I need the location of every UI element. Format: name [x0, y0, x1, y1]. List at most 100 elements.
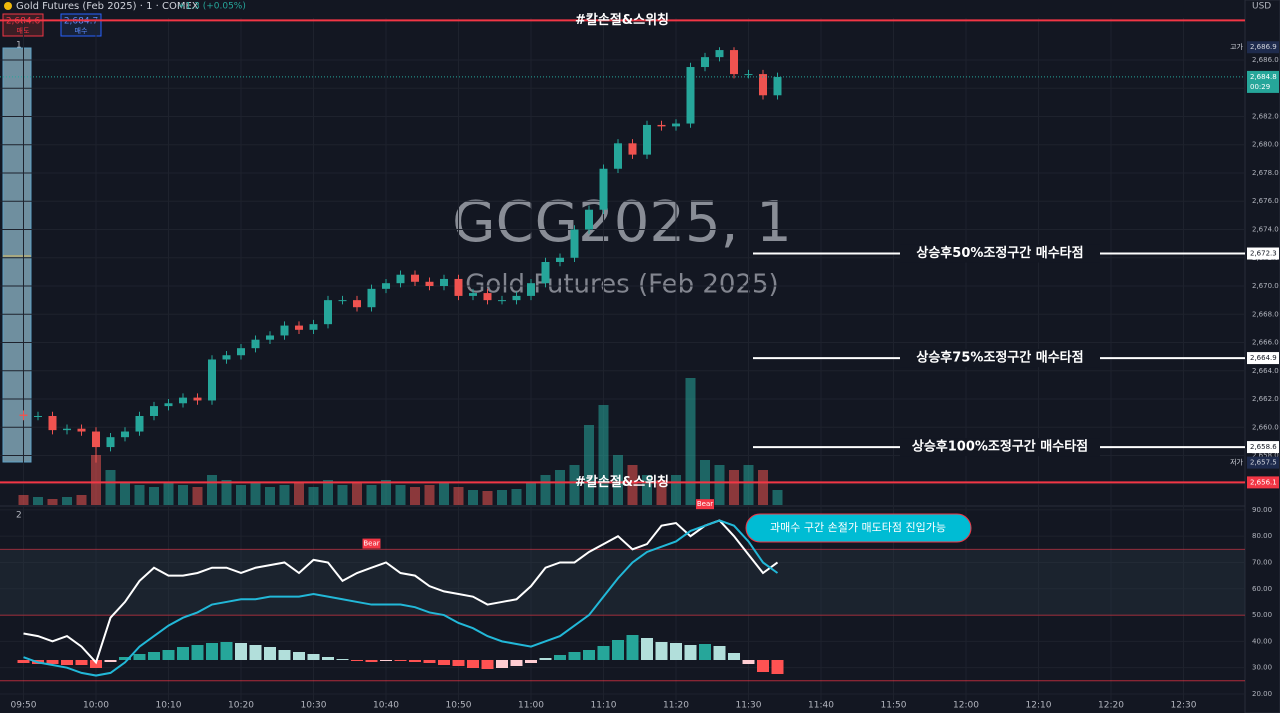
- histogram-bar: [351, 660, 363, 661]
- candle-body: [425, 281, 434, 287]
- annotation-label: #칼손절&스위칭: [575, 12, 669, 28]
- y-tick-label: 70.00: [1252, 558, 1272, 566]
- volume-bar: [656, 480, 667, 505]
- histogram-bar: [46, 660, 59, 664]
- price-tag: [1247, 247, 1279, 260]
- candle-body: [744, 74, 753, 76]
- histogram-bar: [699, 644, 711, 660]
- histogram-bar: [104, 660, 117, 662]
- marker-label: Bear: [697, 500, 713, 508]
- candle-body: [469, 293, 477, 296]
- oscillator-line: [23, 519, 779, 677]
- volume-bar: [743, 465, 754, 505]
- histogram-bar: [554, 655, 566, 660]
- histogram-bar: [771, 660, 784, 674]
- histogram-bar: [568, 652, 581, 660]
- volume-bar: [352, 483, 362, 505]
- volume-bar: [279, 485, 290, 505]
- x-tick-label: 12:30: [1171, 701, 1197, 711]
- price-tag: [1247, 352, 1279, 365]
- histogram-bar: [612, 640, 624, 660]
- histogram-bar: [467, 660, 479, 668]
- x-tick-label: 11:00: [518, 701, 544, 711]
- volume-bar: [250, 483, 261, 505]
- histogram-bar: [496, 660, 508, 668]
- annotation-label: 상승후50%조정구간 매수타점: [916, 245, 1083, 261]
- price-tag-label: 2,664.9: [1250, 354, 1277, 362]
- volume-bar: [526, 483, 536, 505]
- candle-body: [672, 123, 680, 127]
- histogram-bar: [409, 660, 421, 662]
- histogram-bar: [670, 643, 682, 660]
- price-tag-label: 2,656.1: [1250, 478, 1277, 486]
- candle-body: [295, 325, 303, 330]
- volume-bar: [62, 497, 72, 505]
- volume-bar: [47, 499, 58, 505]
- x-tick-label: 10:50: [446, 701, 472, 711]
- countdown: 00:29: [1250, 83, 1270, 91]
- candle-body: [715, 50, 724, 58]
- candle-body: [512, 295, 521, 301]
- histogram-bar: [133, 654, 146, 660]
- candle-body: [251, 339, 260, 349]
- volume-bar: [323, 480, 333, 505]
- volume-bar: [627, 465, 638, 505]
- candle-body: [730, 50, 738, 75]
- volume-bar: [18, 495, 29, 505]
- y-tick-label: 2,660.0: [1252, 423, 1279, 431]
- x-tick-label: 12:00: [953, 701, 979, 711]
- volume-bar: [366, 485, 377, 505]
- histogram-bar: [641, 638, 653, 660]
- x-tick-label: 10:10: [156, 701, 182, 711]
- histogram-bar: [90, 660, 102, 668]
- change: +1.3 (+0.05%): [178, 2, 246, 12]
- histogram-bar: [583, 650, 595, 660]
- volume-bar: [410, 487, 420, 505]
- volume-bar: [439, 483, 449, 505]
- histogram-bar: [17, 660, 30, 663]
- volume-bar: [76, 495, 87, 505]
- price-tag-label: 2,657.5: [1250, 459, 1277, 467]
- volume-bar: [584, 425, 594, 505]
- y-tick-label: 50.00: [1252, 611, 1272, 619]
- volume-bar: [192, 487, 203, 505]
- candle-body: [570, 229, 579, 258]
- volume-bar: [163, 483, 174, 505]
- candle-body: [643, 124, 651, 155]
- y-tick-label: 2,670.0: [1252, 282, 1279, 290]
- volume-bar: [569, 465, 580, 505]
- volume-bar: [134, 485, 145, 505]
- volume-bar: [236, 485, 246, 505]
- callout-text: 과매수 구간 손절가 매도타점 진입가능: [770, 521, 946, 534]
- candle-body: [338, 300, 347, 302]
- histogram-bar: [293, 652, 305, 660]
- volume-bar: [758, 470, 768, 505]
- symbol-icon: [4, 2, 12, 10]
- x-tick-label: 12:10: [1026, 701, 1052, 711]
- y-tick-label: 40.00: [1252, 637, 1272, 645]
- candle-body: [266, 335, 274, 340]
- histogram-bar: [119, 657, 131, 660]
- price-tag-name: 고가: [1230, 42, 1243, 51]
- histogram-bar: [307, 654, 320, 660]
- histogram-bar: [365, 660, 378, 662]
- candle-body: [92, 431, 100, 448]
- histogram-bar: [394, 660, 407, 661]
- volume-bar: [482, 491, 493, 505]
- candle-body: [382, 283, 390, 289]
- histogram-bar: [438, 660, 450, 665]
- candle-body: [585, 209, 593, 230]
- candle-body: [77, 428, 86, 432]
- y-tick-label: 2,682.0: [1252, 112, 1279, 120]
- histogram-bar: [177, 647, 189, 660]
- histogram-bar: [481, 660, 494, 669]
- x-tick-label: 11:30: [736, 701, 762, 711]
- x-tick-label: 10:00: [83, 701, 109, 711]
- candle-body: [222, 355, 231, 360]
- marker-label: Bear: [363, 540, 379, 548]
- x-tick-label: 11:20: [663, 701, 689, 711]
- volume-bar: [598, 405, 609, 505]
- watermark-title: GCG2025, 1: [452, 190, 792, 255]
- candle-body: [411, 274, 419, 282]
- candle-body: [483, 293, 492, 301]
